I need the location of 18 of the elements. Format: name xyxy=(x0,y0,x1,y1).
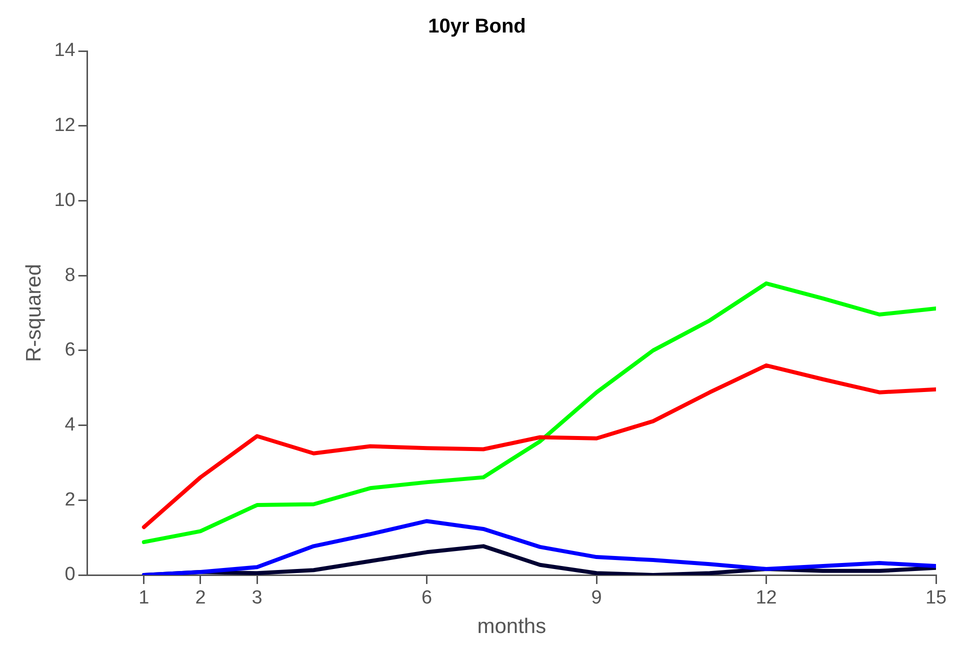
y-tick-label: 10 xyxy=(54,190,76,211)
y-tick-label: 2 xyxy=(64,489,76,510)
x-tick-label: 6 xyxy=(422,588,432,609)
x-tick-label: 15 xyxy=(925,588,947,609)
y-tick-label: 0 xyxy=(64,564,76,586)
x-tick-label: 12 xyxy=(756,588,777,609)
y-tick-label: 4 xyxy=(64,414,76,436)
y-tick-label: 12 xyxy=(54,115,76,136)
y-tick-label: 6 xyxy=(64,340,76,361)
x-tick-label: 1 xyxy=(138,588,150,609)
x-tick-label: 2 xyxy=(195,588,206,609)
y-axis-title: R-squared xyxy=(22,264,46,362)
y-tick-label: 8 xyxy=(64,264,76,286)
x-tick-label: 3 xyxy=(252,588,262,609)
x-tick-label: 9 xyxy=(591,588,602,609)
chart-title: 10yr Bond xyxy=(428,16,526,38)
x-axis-title: months xyxy=(477,615,546,638)
y-tick-label: 14 xyxy=(54,40,76,62)
